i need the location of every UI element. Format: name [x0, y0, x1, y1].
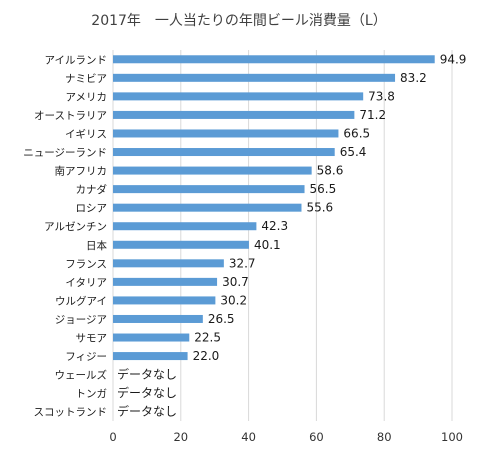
- value-labels: 94.9 83.2 73.8 71.2 66.5 65.4 58.6 56.5 55.6 42.3…: [117, 52, 466, 418]
- bar: [113, 296, 216, 305]
- category-label: サモア: [76, 333, 108, 345]
- value-label: 66.5: [343, 126, 370, 140]
- value-label: 40.1: [254, 238, 281, 252]
- bar: [113, 73, 396, 82]
- bar: [113, 148, 335, 157]
- value-label: 30.2: [220, 293, 247, 307]
- value-label: 22.0: [193, 349, 220, 363]
- value-label: データなし: [117, 385, 177, 400]
- bar: [113, 185, 305, 194]
- category-label: ロシア: [76, 203, 108, 215]
- value-label: 71.2: [359, 108, 386, 122]
- bar: [113, 277, 218, 286]
- gridlines: [112, 50, 453, 421]
- value-label: データなし: [117, 404, 177, 419]
- value-label: 94.9: [440, 52, 467, 66]
- value-label: 26.5: [208, 312, 235, 326]
- category-label: ウルグアイ: [55, 294, 107, 307]
- value-label: 30.7: [222, 275, 249, 289]
- category-label: アメリカ: [66, 91, 107, 103]
- value-label: 73.8: [368, 89, 395, 103]
- bar: [113, 314, 203, 323]
- bar: [113, 222, 257, 231]
- category-label: スコットランド: [34, 407, 108, 419]
- x-tick-label: 80: [377, 430, 392, 444]
- category-label: 日本: [86, 239, 107, 252]
- value-label: 55.6: [306, 201, 333, 215]
- x-tick-label: 60: [309, 430, 324, 444]
- category-label: ジョージア: [55, 314, 107, 326]
- value-label: 58.6: [317, 164, 344, 178]
- bar: [113, 333, 190, 342]
- category-label: アルゼンチン: [44, 221, 107, 233]
- category-label: イタリア: [65, 277, 107, 289]
- value-label: 65.4: [340, 145, 367, 159]
- x-tick-label: 100: [441, 430, 463, 444]
- bar: [113, 129, 339, 138]
- value-label: 42.3: [261, 219, 288, 233]
- value-label: 22.5: [194, 331, 221, 345]
- value-label: 32.7: [229, 256, 256, 270]
- bar: [113, 110, 355, 119]
- category-label: アイルランド: [45, 54, 107, 66]
- category-label: イギリス: [65, 128, 107, 140]
- x-tick-label: 20: [173, 430, 188, 444]
- category-label: ニュージーランド: [23, 147, 107, 159]
- bar: [113, 259, 224, 268]
- category-label: ウェールズ: [55, 369, 108, 382]
- category-label: 南アフリカ: [55, 165, 108, 178]
- category-label: カナダ: [76, 183, 108, 196]
- bar: [113, 240, 249, 249]
- category-label: ナミビア: [65, 73, 107, 85]
- bar: [113, 352, 188, 361]
- category-label: トンガ: [76, 388, 108, 400]
- x-tick-label: 0: [109, 430, 116, 444]
- bars: [113, 55, 435, 361]
- chart-title: 2017年 一人当たりの年間ビール消費量（L）: [91, 13, 386, 29]
- bar: [113, 166, 312, 175]
- category-label: オーストラリア: [34, 110, 107, 122]
- bar: [113, 203, 302, 212]
- x-axis-ticks: 0 20 40 60 80 100: [109, 430, 463, 444]
- value-label: 83.2: [400, 71, 427, 85]
- bar: [113, 55, 435, 64]
- x-tick-label: 40: [241, 430, 256, 444]
- category-label: フィジー: [65, 351, 107, 363]
- bar: [113, 92, 364, 101]
- value-label: データなし: [117, 367, 177, 382]
- category-labels: アイルランドナミビアアメリカオーストラリアイギリスニュージーランド南アフリカカナ…: [23, 54, 107, 418]
- category-label: フランス: [65, 258, 107, 270]
- value-label: 56.5: [310, 182, 337, 196]
